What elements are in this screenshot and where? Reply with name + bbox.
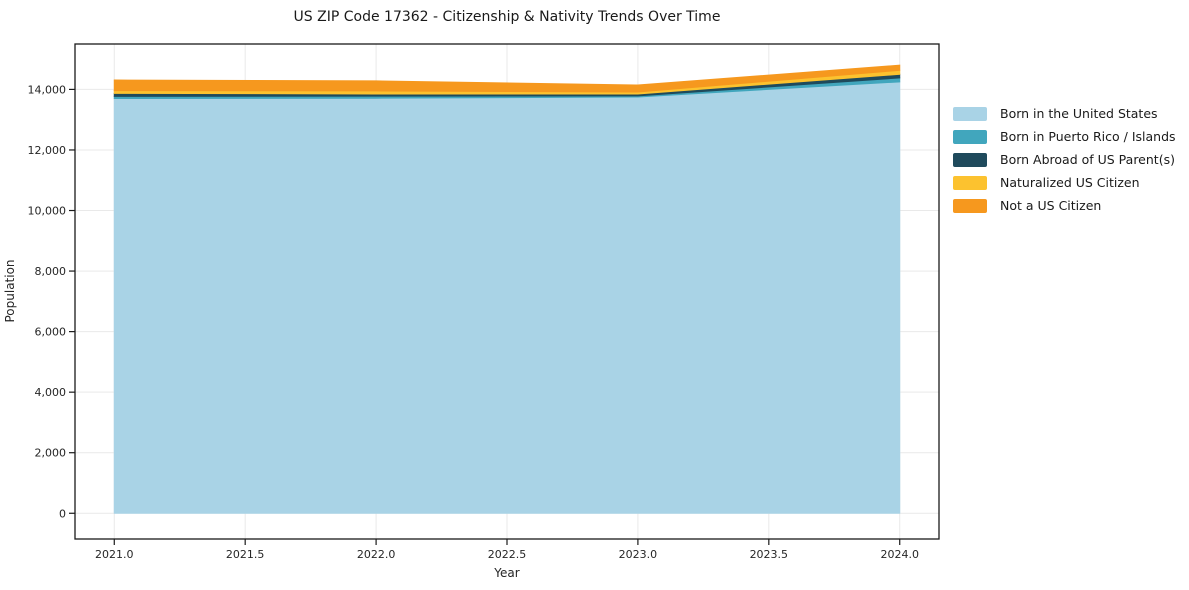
x-tick-label: 2022.0 — [357, 548, 396, 561]
legend: Born in the United States Born in Puerto … — [953, 102, 1176, 217]
y-tick-label: 8,000 — [35, 265, 67, 278]
x-tick-label: 2024.0 — [880, 548, 919, 561]
legend-item-not-a-us-citizen: Not a US Citizen — [953, 194, 1176, 217]
legend-label: Not a US Citizen — [1000, 198, 1102, 213]
x-tick-label: 2022.5 — [488, 548, 527, 561]
area-born-in-the-united-states — [113, 81, 901, 514]
legend-label: Born in the United States — [1000, 106, 1158, 121]
legend-label: Born in Puerto Rico / Islands — [1000, 129, 1176, 144]
y-tick-label: 12,000 — [28, 144, 67, 157]
legend-item-born-abroad-of-us-parent-s: Born Abroad of US Parent(s) — [953, 148, 1176, 171]
legend-item-naturalized-us-citizen: Naturalized US Citizen — [953, 171, 1176, 194]
legend-swatch-icon — [953, 175, 987, 190]
x-tick-label: 2021.5 — [226, 548, 265, 561]
legend-item-born-in-the-united-states: Born in the United States — [953, 102, 1176, 125]
y-axis-label: Population — [3, 259, 17, 322]
x-tick-label: 2023.5 — [750, 548, 789, 561]
x-tick-label: 2023.0 — [619, 548, 658, 561]
legend-swatch-icon — [953, 198, 987, 213]
legend-swatch-icon — [953, 129, 987, 144]
y-tick-label: 4,000 — [35, 386, 67, 399]
x-tick-label: 2021.0 — [95, 548, 134, 561]
y-tick-label: 2,000 — [35, 447, 67, 460]
legend-label: Born Abroad of US Parent(s) — [1000, 152, 1175, 167]
legend-swatch-icon — [953, 106, 987, 121]
y-tick-label: 6,000 — [35, 326, 67, 339]
legend-swatch-icon — [953, 152, 987, 167]
legend-item-born-in-puerto-rico-islands: Born in Puerto Rico / Islands — [953, 125, 1176, 148]
plot-border — [74, 43, 940, 540]
legend-label: Naturalized US Citizen — [1000, 175, 1140, 190]
y-tick-label: 10,000 — [28, 205, 67, 218]
chart-title: US ZIP Code 17362 - Citizenship & Nativi… — [294, 9, 721, 25]
area-not-a-us-citizen — [113, 64, 901, 93]
chart-layers: 2021.0 2021.5 2022.0 2022.5 2023.0 2023.5 2024… — [28, 43, 940, 561]
x-axis-label: Year — [493, 566, 519, 580]
y-tick-label: 0 — [59, 507, 66, 520]
y-tick-label: 14,000 — [28, 83, 67, 96]
